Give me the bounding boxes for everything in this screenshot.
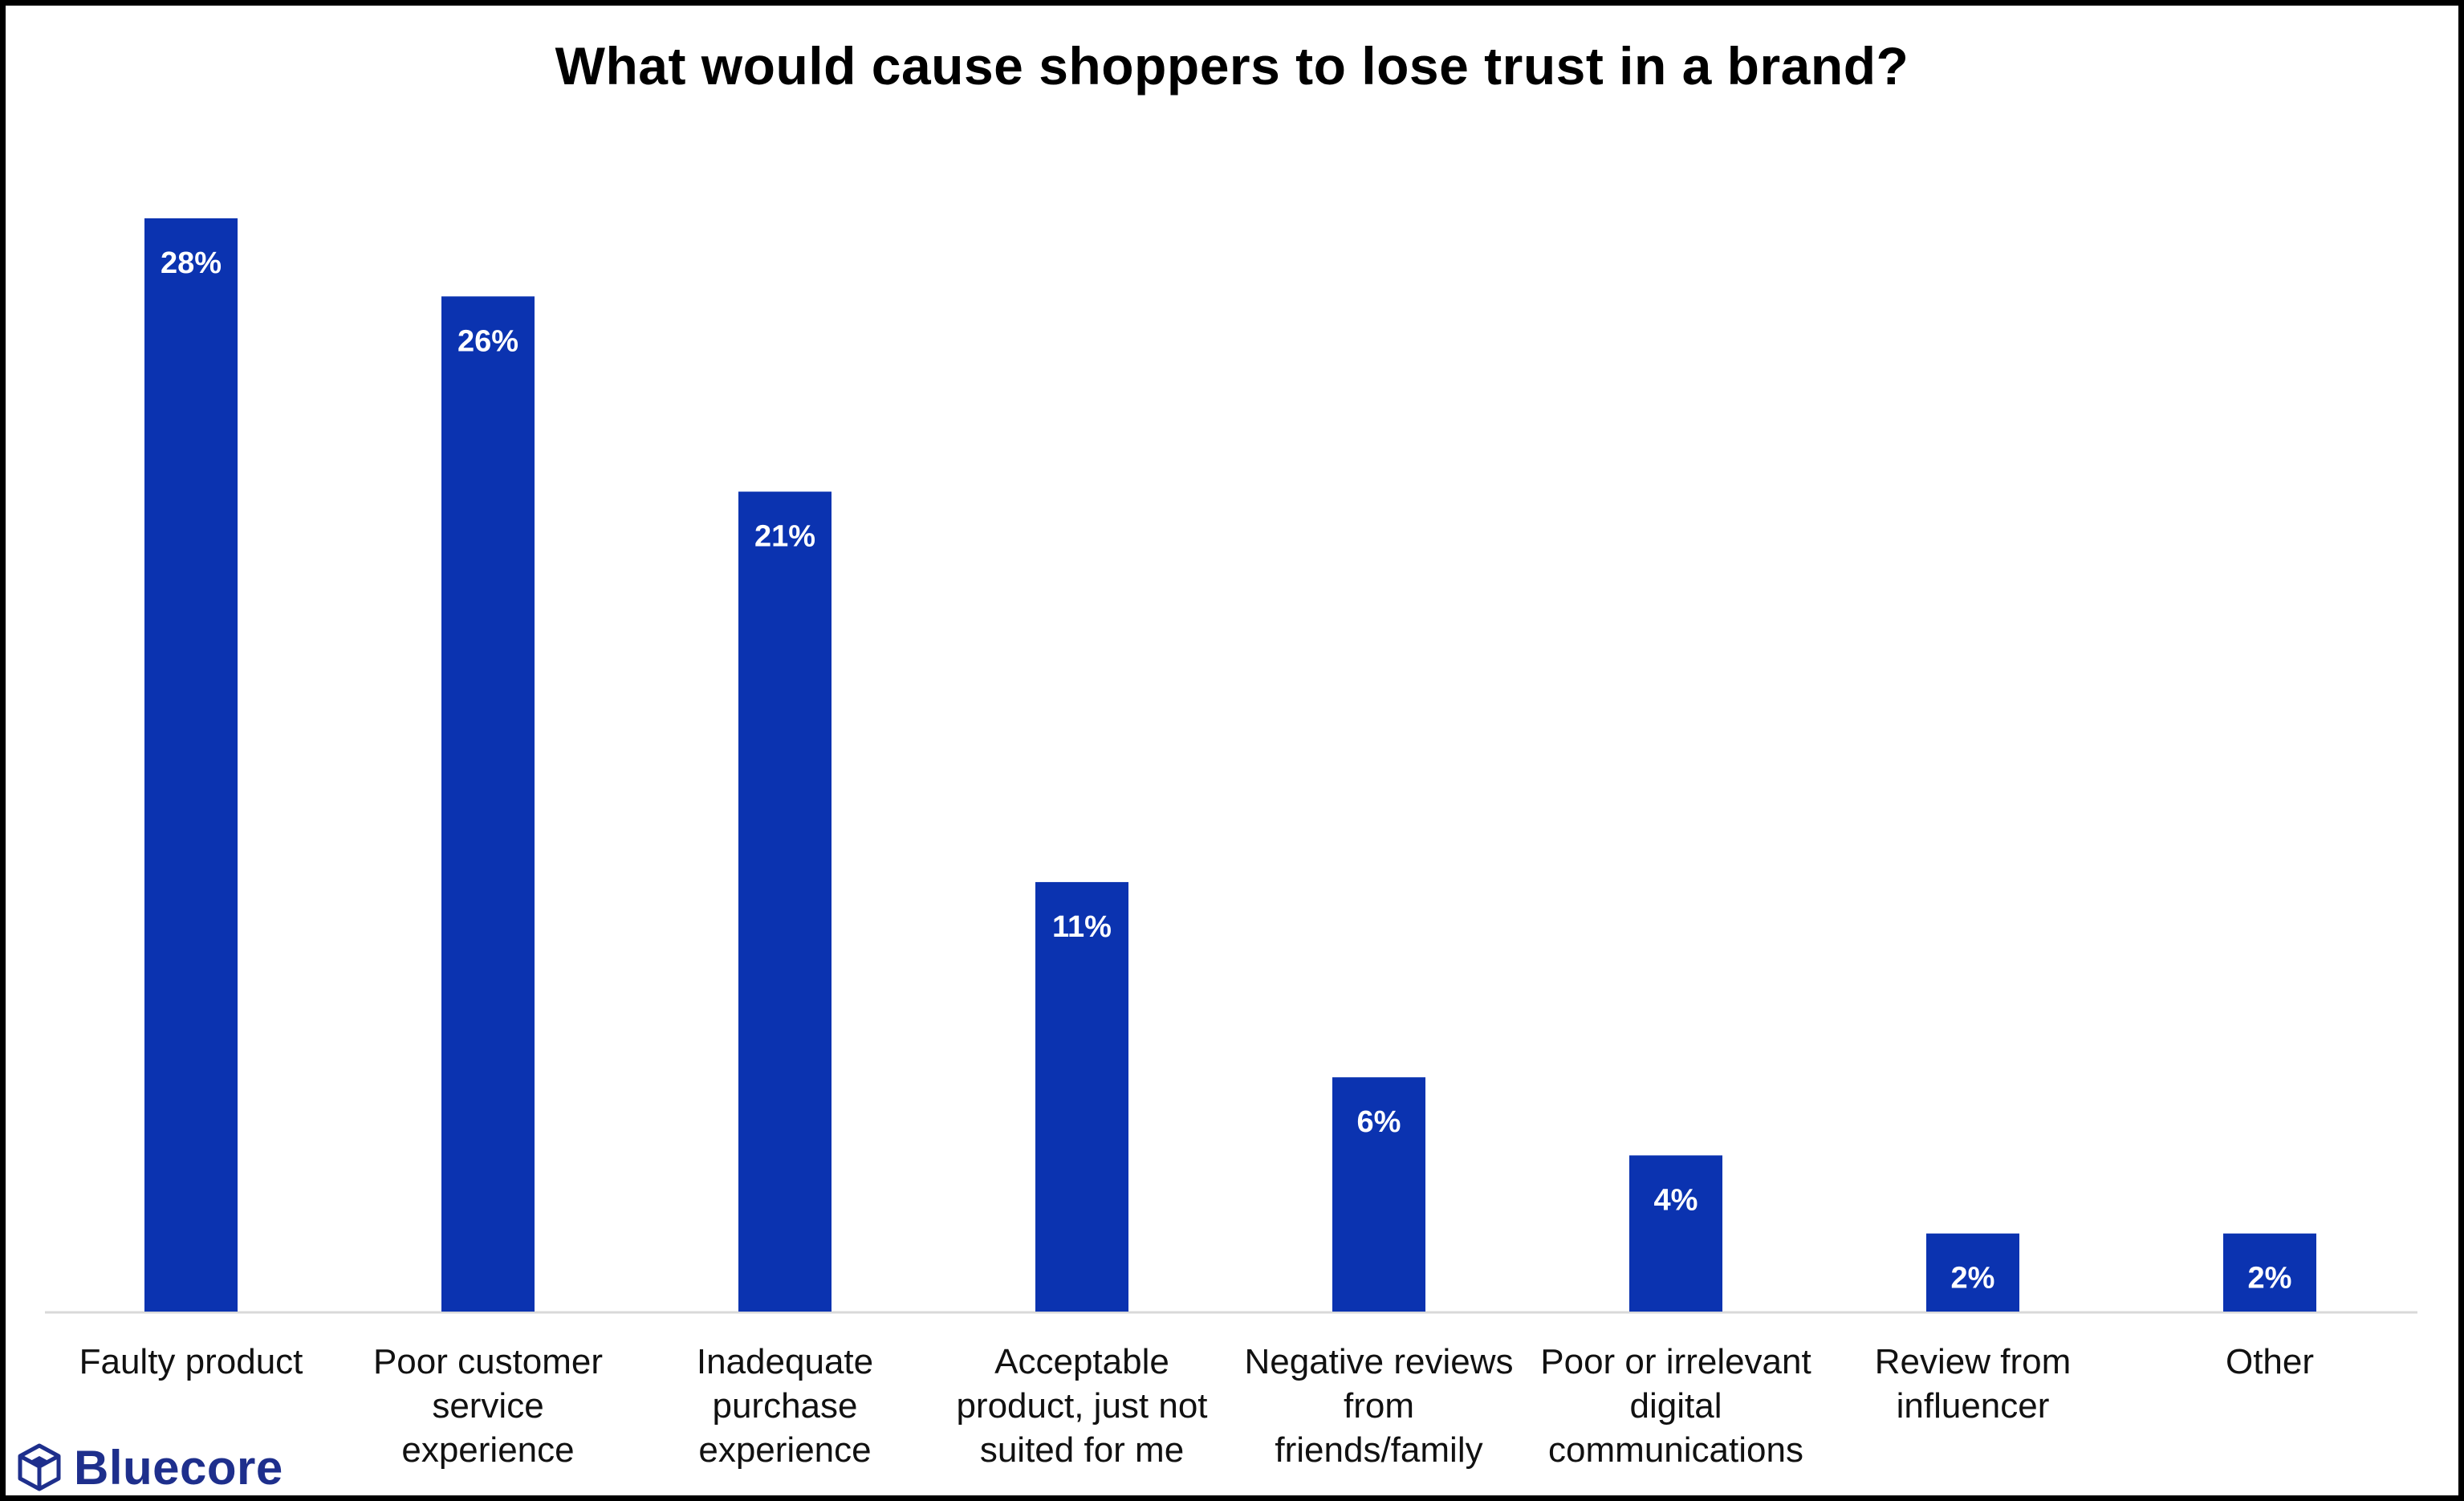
category-label-line: Other [2226, 1342, 2314, 1381]
data-label-8: 2% [2248, 1262, 2292, 1296]
category-label-line: experience [401, 1430, 574, 1470]
category-label-line: service [432, 1386, 543, 1426]
category-label-line: Review from [1875, 1342, 2072, 1381]
data-label-5: 6% [1357, 1105, 1401, 1139]
category-label-line: from [1344, 1386, 1414, 1426]
category-label-line: product, just not [956, 1386, 1207, 1426]
category-label-line: communications [1548, 1430, 1803, 1470]
category-label-3: Inadequate purchase experience [697, 1342, 873, 1470]
brand-logo: Bluecore [14, 1437, 283, 1498]
category-label-line: influencer [1897, 1386, 2050, 1426]
data-label-2: 26% [457, 324, 518, 358]
category-labels-group: Faulty product Poor customer service experi… [79, 1342, 2314, 1470]
category-label-line: Negative reviews [1244, 1342, 1513, 1381]
category-label-line: purchase [712, 1386, 857, 1426]
category-label-6: Poor or irrelevant digital communications [1540, 1342, 1811, 1470]
bar-7 [1926, 1233, 2019, 1312]
category-label-1: Faulty product [79, 1342, 303, 1381]
data-label-3: 21% [754, 520, 815, 554]
bar-4 [1035, 881, 1128, 1312]
category-label-4: Acceptable product, just not suited for me [956, 1342, 1207, 1470]
bars-group: 28% 26% 21% 11% 6% 4% 2% 2% [144, 218, 2316, 1312]
bar-1 [144, 218, 238, 1312]
bar-8 [2223, 1233, 2316, 1312]
category-label-line: suited for me [980, 1430, 1184, 1470]
cube-logo-icon [18, 1443, 61, 1491]
bar-2 [441, 296, 535, 1312]
brand-name: Bluecore [74, 1440, 283, 1495]
chart-title: What would cause shoppers to lose trust … [555, 36, 1909, 96]
bar-6 [1629, 1155, 1722, 1312]
data-label-1: 28% [161, 246, 222, 280]
data-label-4: 11% [1052, 910, 1112, 944]
bar-3 [738, 491, 831, 1312]
category-label-line: friends/family [1275, 1430, 1482, 1470]
category-label-line: Inadequate [697, 1342, 873, 1381]
category-label-line: experience [698, 1430, 871, 1470]
category-label-line: Poor customer [373, 1342, 603, 1381]
category-label-line: Acceptable [994, 1342, 1169, 1381]
category-label-line: digital [1630, 1386, 1722, 1426]
data-label-7: 2% [1951, 1262, 1995, 1296]
category-label-2: Poor customer service experience [373, 1342, 603, 1470]
bar-5 [1332, 1077, 1425, 1312]
category-label-line: Faulty product [79, 1342, 303, 1381]
data-label-6: 4% [1654, 1183, 1698, 1217]
category-label-line: Poor or irrelevant [1540, 1342, 1811, 1381]
category-label-7: Review from influencer [1875, 1342, 2072, 1426]
category-label-5: Negative reviews from friends/family [1244, 1342, 1513, 1470]
category-label-8: Other [2226, 1342, 2314, 1381]
